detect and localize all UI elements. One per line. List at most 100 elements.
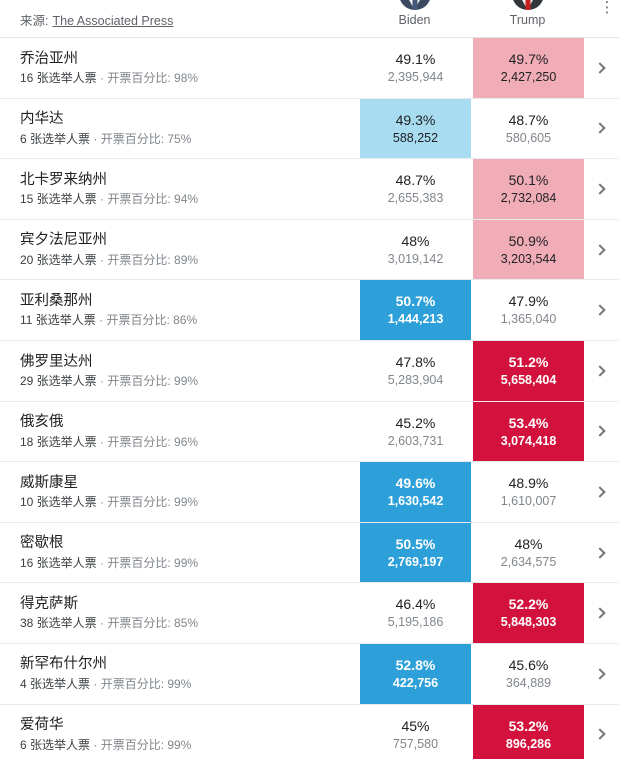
electoral-votes: 6 张选举人票 (20, 737, 91, 752)
biden-percent: 45.2% (395, 414, 436, 431)
chevron-right-icon[interactable] (594, 668, 606, 680)
biden-percent: 49.6% (395, 475, 436, 492)
state-row[interactable]: 得克萨斯 38 张选举人票 · 开票百分比: 85% 46.4% 5,195,186 5… (0, 583, 619, 644)
chevron-right-icon[interactable] (594, 365, 606, 377)
state-subtext: 15 张选举人票 · 开票百分比: 94% (20, 193, 359, 205)
chevron-right-icon[interactable] (594, 607, 606, 619)
biden-vote-count: 5,283,904 (387, 373, 444, 388)
state-name: 得克萨斯 (20, 595, 78, 612)
subtext-separator: · (90, 676, 101, 691)
trump-vote-count: 2,427,250 (500, 70, 557, 85)
state-subtext: 38 张选举人票 · 开票百分比: 85% (20, 617, 359, 629)
state-subtext: 16 张选举人票 · 开票百分比: 98% (20, 72, 359, 84)
biden-vote-count: 588,252 (392, 130, 439, 145)
state-row[interactable]: 内华达 6 张选举人票 · 开票百分比: 75% 49.3% 588,252 48.7%… (0, 98, 619, 160)
state-row[interactable]: 新罕布什尔州 4 张选举人票 · 开票百分比: 99% 52.8% 422,756 45… (0, 643, 619, 705)
chevron-right-icon[interactable] (594, 425, 606, 438)
biden-column-header: Biden (359, 0, 470, 27)
state-subtext: 6 张选举人票 · 开票百分比: 99% (20, 739, 359, 751)
state-row[interactable]: 爱荷华 6 张选举人票 · 开票百分比: 99% 45% 757,580 53.2% 89… (0, 704, 619, 759)
state-row[interactable]: 俄亥俄 18 张选举人票 · 开票百分比: 96% 45.2% 2,603,731 53… (0, 401, 619, 463)
chevron-right-icon[interactable] (594, 62, 606, 74)
state-row[interactable]: 北卡罗来纳州 15 张选举人票 · 开票百分比: 94% 48.7% 2,655,38… (0, 159, 619, 220)
state-row[interactable]: 宾夕法尼亚州 20 张选举人票 · 开票百分比: 89% 48% 3,019,142 5… (0, 219, 619, 281)
biden-result-cell: 50.5% 2,769,197 (360, 522, 471, 583)
source-attribution: 来源: The Associated Press (20, 10, 173, 29)
subtext-separator: · (96, 71, 108, 86)
chevron-right-icon[interactable] (594, 546, 606, 559)
reporting-percent: 开票百分比: 99% (107, 495, 199, 510)
biden-vote-count: 422,756 (392, 675, 439, 690)
biden-result-cell: 46.4% 5,195,186 (360, 583, 471, 643)
subtext-separator: · (96, 192, 108, 207)
state-name: 内华达 (20, 111, 64, 128)
state-row[interactable]: 密歇根 16 张选举人票 · 开票百分比: 99% 50.5% 2,769,197 48… (0, 522, 619, 584)
biden-vote-count: 2,769,197 (387, 554, 444, 569)
biden-percent: 50.7% (395, 293, 436, 310)
state-subtext: 29 张选举人票 · 开票百分比: 99% (20, 375, 359, 387)
biden-vote-count: 1,630,542 (387, 494, 444, 509)
subtext-separator: · (96, 252, 108, 267)
source-link[interactable]: The Associated Press (52, 14, 174, 28)
biden-result-cell: 49.3% 588,252 (360, 98, 471, 159)
trump-vote-count: 5,658,404 (500, 373, 557, 388)
biden-result-cell: 52.8% 422,756 (360, 643, 471, 704)
state-subtext: 16 张选举人票 · 开票百分比: 99% (20, 557, 359, 569)
biden-result-cell: 49.6% 1,630,542 (360, 462, 471, 522)
row-chevron-container (585, 523, 619, 583)
trump-result-cell: 51.2% 5,658,404 (473, 340, 584, 401)
state-info: 威斯康星 10 张选举人票 · 开票百分比: 99% (0, 462, 359, 522)
state-name: 新罕布什尔州 (20, 656, 107, 673)
state-info: 内华达 6 张选举人票 · 开票百分比: 75% (0, 99, 359, 159)
reporting-percent: 开票百分比: 96% (107, 434, 199, 449)
state-subtext: 20 张选举人票 · 开票百分比: 89% (20, 254, 359, 266)
trump-column-label: Trump (509, 13, 546, 27)
chevron-right-icon[interactable] (594, 122, 606, 135)
more-options-icon[interactable]: ⋮ (599, 0, 615, 16)
chevron-right-icon[interactable] (594, 243, 606, 256)
state-row[interactable]: 威斯康星 10 张选举人票 · 开票百分比: 99% 49.6% 1,630,542 4… (0, 462, 619, 523)
state-name: 佛罗里达州 (20, 353, 93, 370)
trump-percent: 49.7% (508, 51, 549, 68)
state-row[interactable]: 亚利桑那州 11 张选举人票 · 开票百分比: 86% 50.7% 1,444,213… (0, 280, 619, 341)
electoral-votes: 4 张选举人票 (20, 676, 91, 691)
state-info: 乔治亚州 16 张选举人票 · 开票百分比: 98% (0, 38, 359, 98)
biden-vote-count: 3,019,142 (387, 251, 444, 266)
state-subtext: 4 张选举人票 · 开票百分比: 99% (20, 678, 359, 690)
subtext-separator: · (96, 374, 108, 389)
state-row[interactable]: 乔治亚州 16 张选举人票 · 开票百分比: 98% 49.1% 2,395,944 4… (0, 38, 619, 99)
state-name: 威斯康星 (20, 474, 78, 491)
trump-vote-count: 2,634,575 (500, 554, 557, 569)
state-name: 爱荷华 (20, 717, 64, 734)
state-row[interactable]: 佛罗里达州 29 张选举人票 · 开票百分比: 99% 47.8% 5,283,904… (0, 340, 619, 402)
trump-vote-count: 3,074,418 (500, 433, 557, 448)
state-info: 爱荷华 6 张选举人票 · 开票百分比: 99% (0, 705, 359, 759)
state-name: 宾夕法尼亚州 (20, 232, 107, 249)
reporting-percent: 开票百分比: 99% (107, 374, 199, 389)
trump-result-cell: 45.6% 364,889 (473, 644, 584, 704)
subtext-separator: · (96, 616, 108, 631)
chevron-right-icon[interactable] (594, 728, 606, 740)
trump-vote-count: 5,848,303 (500, 615, 557, 630)
trump-column-header: Trump (472, 0, 583, 27)
biden-vote-count: 5,195,186 (387, 615, 444, 630)
electoral-votes: 6 张选举人票 (20, 131, 91, 146)
row-chevron-container (585, 99, 619, 159)
chevron-right-icon[interactable] (594, 486, 606, 498)
biden-result-cell: 49.1% 2,395,944 (360, 38, 471, 98)
reporting-percent: 开票百分比: 94% (107, 192, 199, 207)
trump-result-cell: 48% 2,634,575 (473, 523, 584, 583)
subtext-separator: · (90, 131, 101, 146)
biden-vote-count: 2,395,944 (387, 70, 444, 85)
row-chevron-container (585, 280, 619, 340)
chevron-right-icon[interactable] (594, 304, 606, 316)
biden-vote-count: 757,580 (392, 736, 439, 751)
electoral-votes: 29 张选举人票 (20, 374, 97, 389)
chevron-right-icon[interactable] (594, 183, 606, 195)
biden-result-cell: 48.7% 2,655,383 (360, 159, 471, 219)
trump-result-cell: 52.2% 5,848,303 (473, 583, 584, 643)
state-info: 宾夕法尼亚州 20 张选举人票 · 开票百分比: 89% (0, 220, 359, 280)
trump-percent: 53.4% (508, 414, 549, 431)
subtext-separator: · (96, 495, 108, 510)
